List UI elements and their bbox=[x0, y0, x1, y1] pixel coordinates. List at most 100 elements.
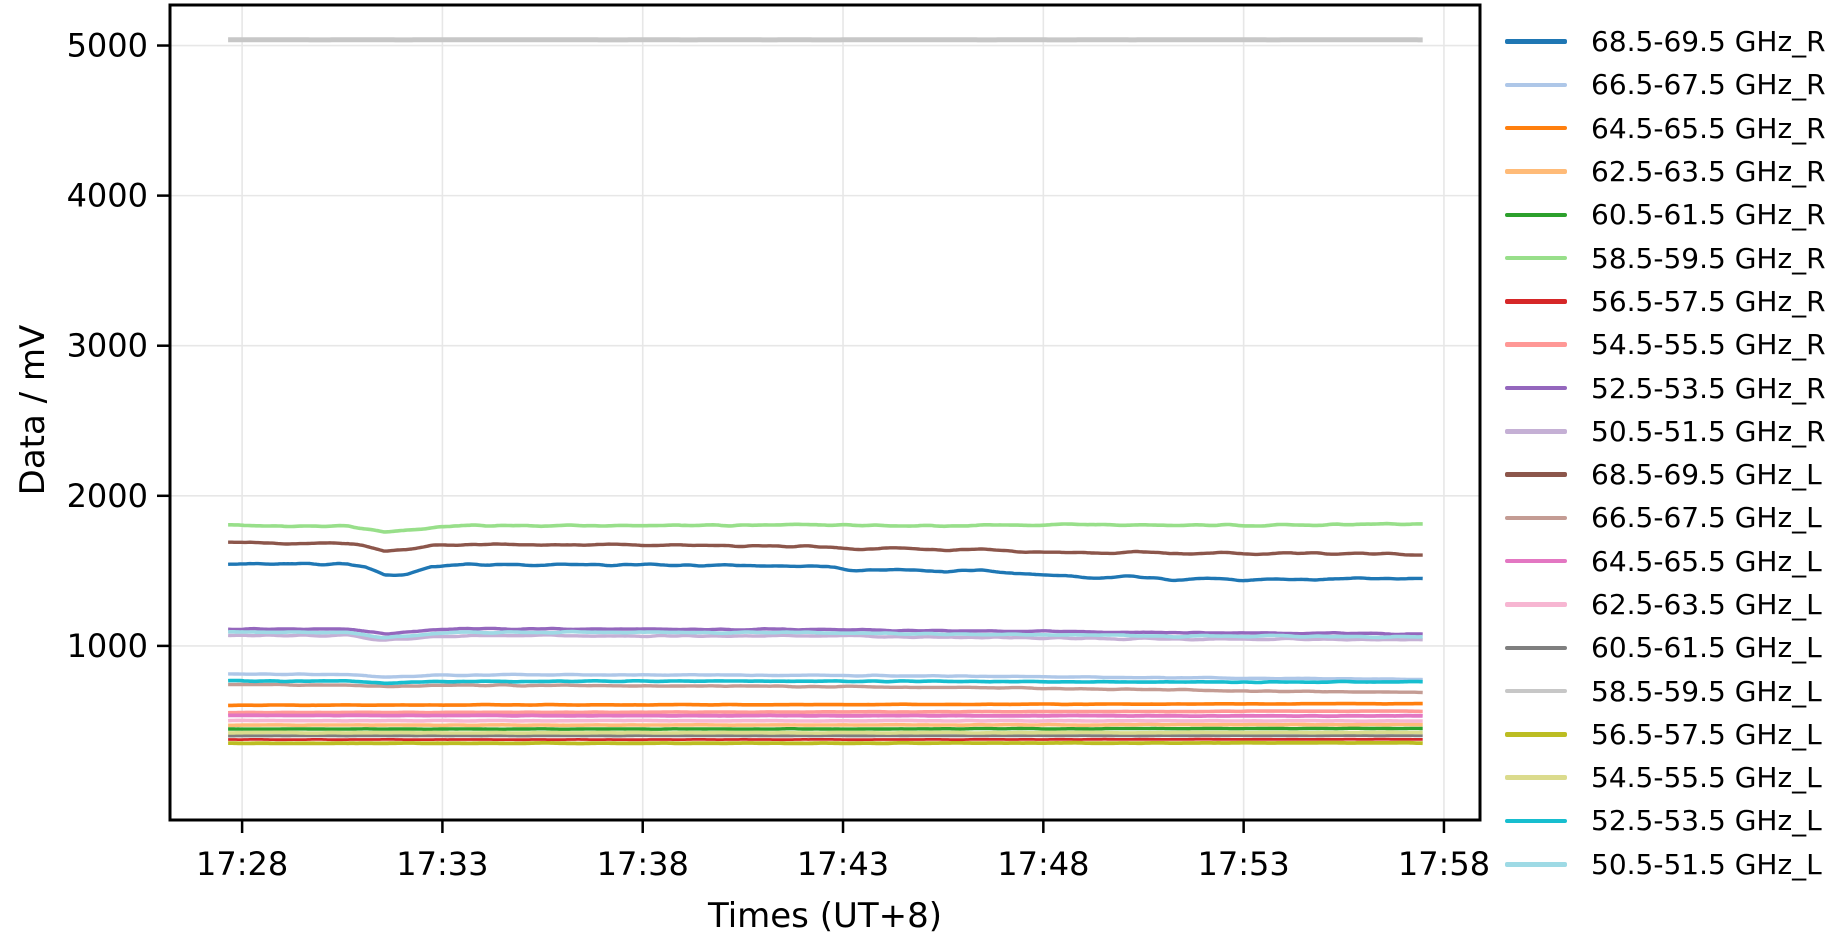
legend-item: 50.5-51.5 GHz_L bbox=[1505, 843, 1826, 886]
legend-label: 58.5-59.5 GHz_R bbox=[1591, 241, 1826, 275]
series-line-60-5-61-5-ghz-r bbox=[228, 726, 1423, 731]
legend-label: 64.5-65.5 GHz_L bbox=[1591, 544, 1822, 578]
legend-label: 52.5-53.5 GHz_R bbox=[1591, 371, 1826, 405]
legend-swatch-line bbox=[1505, 82, 1567, 88]
legend-label: 56.5-57.5 GHz_R bbox=[1591, 284, 1826, 318]
x-tick-label: 17:43 bbox=[797, 845, 889, 883]
legend-swatch-line bbox=[1505, 515, 1567, 521]
series-line-68-5-69-5-ghz-l bbox=[228, 540, 1423, 557]
legend-label: 60.5-61.5 GHz_L bbox=[1591, 631, 1822, 665]
legend-label: 58.5-59.5 GHz_L bbox=[1591, 674, 1822, 708]
series-line-56-5-57-5-ghz-r bbox=[228, 737, 1423, 742]
y-tick-label: 2000 bbox=[67, 477, 148, 515]
grid-lines bbox=[170, 5, 1480, 820]
legend-label: 50.5-51.5 GHz_R bbox=[1591, 414, 1826, 448]
axis-ticks bbox=[157, 44, 1446, 833]
x-tick-label: 17:33 bbox=[396, 845, 488, 883]
series-line-50-5-51-5-ghz-l bbox=[228, 629, 1423, 640]
legend-label: 52.5-53.5 GHz_L bbox=[1591, 804, 1822, 838]
legend-item: 54.5-55.5 GHz_R bbox=[1505, 323, 1826, 366]
y-tick-label: 4000 bbox=[67, 177, 148, 215]
legend-swatch-line bbox=[1505, 342, 1567, 347]
x-tick-label: 17:48 bbox=[997, 845, 1089, 883]
legend-label: 62.5-63.5 GHz_R bbox=[1591, 155, 1826, 189]
x-tick-label: 17:53 bbox=[1198, 845, 1290, 883]
legend-label: 60.5-61.5 GHz_R bbox=[1591, 198, 1826, 232]
axis-tick-labels: 1000 2000 3000 4000 5000 17:28 17:33 17:38 17:43… bbox=[67, 27, 1490, 883]
series-line-66-5-67-5-ghz-r bbox=[228, 672, 1423, 682]
legend-item: 60.5-61.5 GHz_L bbox=[1505, 626, 1826, 669]
legend-label: 68.5-69.5 GHz_L bbox=[1591, 458, 1822, 492]
legend-label: 64.5-65.5 GHz_R bbox=[1591, 111, 1826, 145]
series-line-54-5-55-5-ghz-r bbox=[228, 709, 1423, 715]
series-line-56-5-57-5-ghz-l bbox=[228, 740, 1423, 746]
legend-swatch-line bbox=[1505, 602, 1567, 607]
legend-swatch-line bbox=[1505, 818, 1567, 824]
legend-item: 68.5-69.5 GHz_L bbox=[1505, 453, 1826, 496]
legend-item: 62.5-63.5 GHz_R bbox=[1505, 150, 1826, 193]
legend-item: 66.5-67.5 GHz_L bbox=[1505, 496, 1826, 539]
legend-label: 62.5-63.5 GHz_L bbox=[1591, 588, 1822, 621]
legend-swatch-line bbox=[1505, 732, 1567, 737]
series-line-54-5-55-5-ghz-l bbox=[228, 730, 1423, 735]
legend-swatch-line bbox=[1505, 39, 1567, 44]
data-series-lines bbox=[227, 37, 1424, 746]
legend: 68.5-69.5 GHz_R 66.5-67.5 GHz_R 64.5-65.5 … bbox=[1505, 20, 1826, 886]
series-line-52-5-53-5-ghz-r bbox=[228, 626, 1423, 637]
x-tick-label: 17:38 bbox=[597, 845, 689, 883]
legend-swatch-line bbox=[1505, 558, 1567, 564]
series-line-64-5-65-5-ghz-l bbox=[228, 713, 1423, 719]
legend-item: 58.5-59.5 GHz_L bbox=[1505, 669, 1826, 712]
legend-item: 60.5-61.5 GHz_R bbox=[1505, 193, 1826, 236]
legend-swatch-line bbox=[1505, 645, 1567, 651]
series-line-62-5-63-5-ghz-l bbox=[228, 718, 1423, 723]
x-tick-label: 17:58 bbox=[1398, 845, 1490, 883]
legend-item: 56.5-57.5 GHz_R bbox=[1505, 280, 1826, 323]
legend-swatch-line bbox=[1505, 688, 1567, 694]
legend-swatch-line bbox=[1505, 169, 1567, 174]
legend-item: 54.5-55.5 GHz_L bbox=[1505, 756, 1826, 799]
series-line-50-5-51-5-ghz-r bbox=[228, 633, 1423, 642]
y-axis-title: Data / mV bbox=[13, 324, 53, 496]
legend-swatch-line bbox=[1505, 385, 1567, 391]
legend-label: 66.5-67.5 GHz_L bbox=[1591, 501, 1822, 535]
legend-swatch-line bbox=[1505, 125, 1567, 131]
series-line-64-5-65-5-ghz-r bbox=[228, 701, 1423, 708]
series-line-60-5-61-5-ghz-l bbox=[228, 734, 1423, 738]
legend-item: 50.5-51.5 GHz_R bbox=[1505, 410, 1826, 453]
legend-item: 56.5-57.5 GHz_L bbox=[1505, 713, 1826, 756]
legend-swatch-line bbox=[1505, 429, 1567, 434]
legend-item: 62.5-63.5 GHz_L bbox=[1505, 583, 1826, 626]
legend-label: 54.5-55.5 GHz_R bbox=[1591, 328, 1826, 362]
legend-item: 66.5-67.5 GHz_R bbox=[1505, 63, 1826, 106]
legend-swatch-line bbox=[1505, 299, 1567, 304]
legend-label: 54.5-55.5 GHz_L bbox=[1591, 761, 1822, 795]
legend-label: 68.5-69.5 GHz_R bbox=[1591, 25, 1826, 59]
y-tick-label: 5000 bbox=[67, 27, 148, 65]
legend-swatch-line bbox=[1505, 862, 1567, 867]
plot-frame bbox=[168, 3, 1482, 822]
axes-frame bbox=[168, 3, 1482, 822]
legend-swatch-line bbox=[1505, 775, 1567, 780]
legend-item: 68.5-69.5 GHz_R bbox=[1505, 20, 1826, 63]
x-tick-label: 17:28 bbox=[196, 845, 288, 883]
series-line-66-5-67-5-ghz-l bbox=[228, 682, 1423, 695]
series-line-58-5-59-5-ghz-r bbox=[228, 521, 1423, 534]
legend-label: 66.5-67.5 GHz_R bbox=[1591, 68, 1826, 102]
x-axis-title: Times (UT+8) bbox=[707, 896, 943, 936]
legend-swatch-line bbox=[1505, 255, 1567, 261]
legend-item: 64.5-65.5 GHz_L bbox=[1505, 540, 1826, 583]
legend-item: 52.5-53.5 GHz_L bbox=[1505, 799, 1826, 842]
legend-item: 64.5-65.5 GHz_R bbox=[1505, 107, 1826, 150]
legend-item: 58.5-59.5 GHz_R bbox=[1505, 236, 1826, 279]
legend-swatch-line bbox=[1505, 212, 1567, 218]
y-tick-label: 1000 bbox=[67, 627, 148, 665]
legend-label: 56.5-57.5 GHz_L bbox=[1591, 717, 1822, 751]
series-line-68-5-69-5-ghz-r bbox=[228, 561, 1423, 583]
legend-item: 52.5-53.5 GHz_R bbox=[1505, 366, 1826, 409]
series-line-62-5-63-5-ghz-r bbox=[228, 722, 1423, 728]
legend-swatch-line bbox=[1505, 472, 1567, 477]
legend-label: 50.5-51.5 GHz_L bbox=[1591, 847, 1822, 881]
